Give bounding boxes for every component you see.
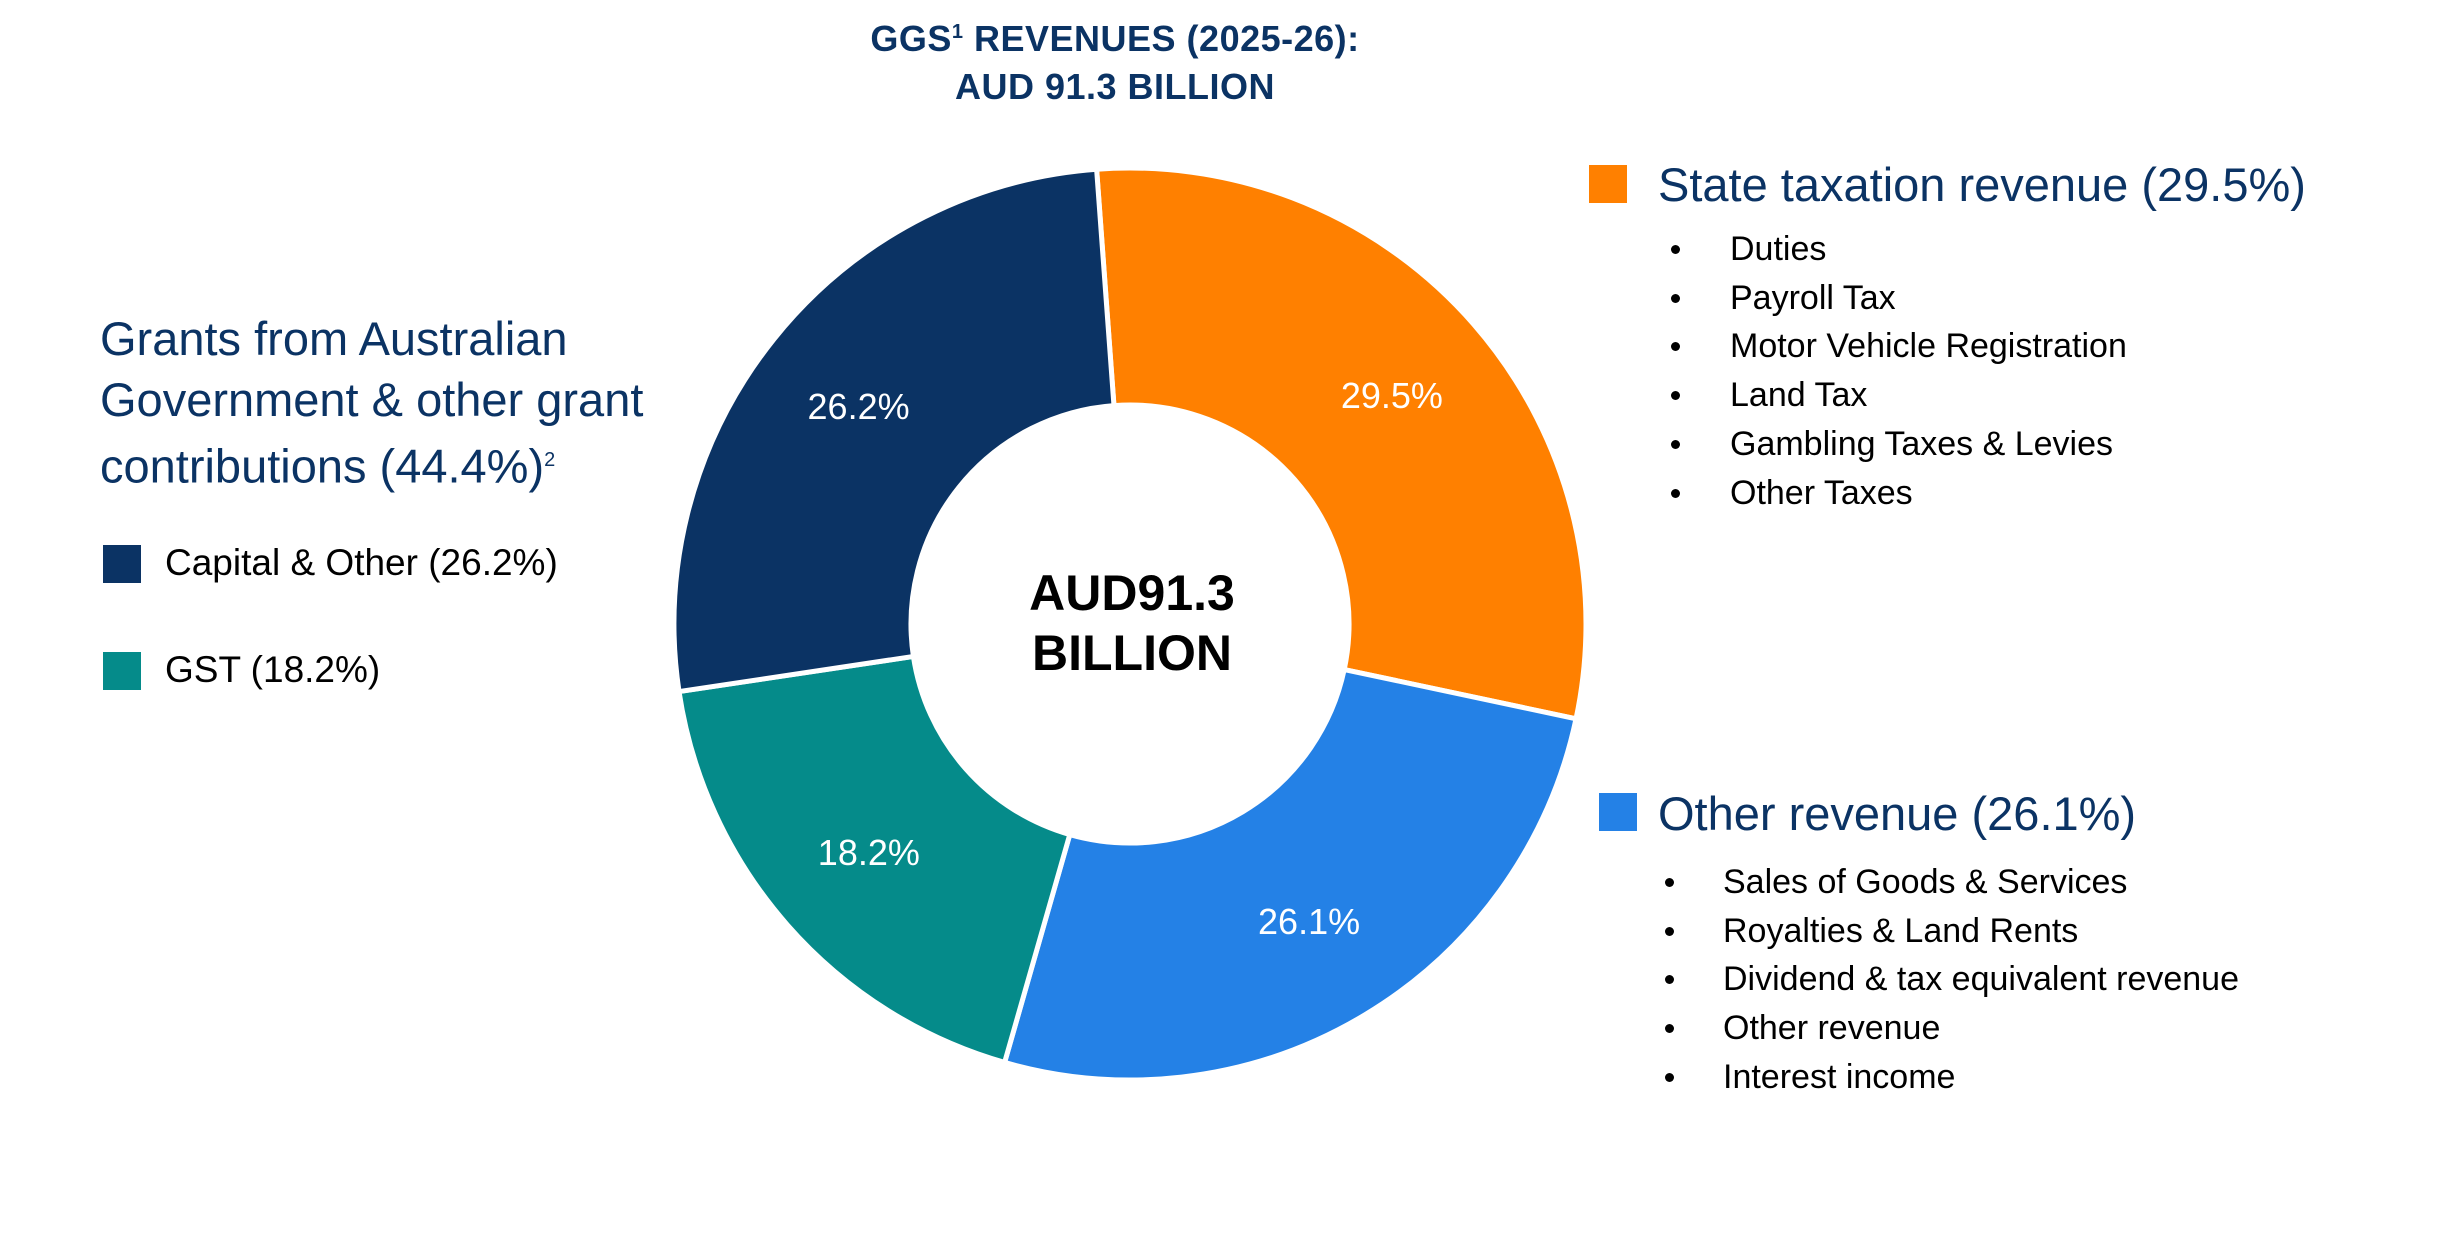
list-item: Gambling Taxes & Levies	[1730, 424, 2114, 463]
legend-swatch-state-tax	[1589, 165, 1627, 203]
legend-swatch-other-revenue	[1599, 793, 1637, 831]
donut-slice-capital-other	[671, 166, 1117, 695]
bullet-icon	[1671, 342, 1680, 352]
slice-data-label: 26.1%	[1258, 900, 1361, 942]
center-label-line2: BILLION	[1032, 625, 1232, 681]
list-item: Royalties & Land Rents	[1723, 911, 2079, 950]
grants-heading: Grants from Australian Government & othe…	[100, 308, 643, 497]
legend-label-gst: GST (18.2%)	[165, 649, 381, 690]
bullet-icon	[1665, 975, 1674, 985]
list-item: Duties	[1730, 230, 1827, 268]
bullet-icon	[1671, 391, 1680, 401]
donut-slice-other-revenue	[1001, 666, 1580, 1083]
list-item: Other revenue	[1723, 1009, 1941, 1048]
list-item: Interest income	[1723, 1057, 1956, 1096]
grants-heading-line2: Government & other grant	[100, 373, 644, 426]
legend-label-capital: Capital & Other (26.2%)	[165, 542, 558, 583]
center-label-line1: AUD91.3	[1029, 565, 1235, 621]
bullet-icon	[1671, 245, 1680, 254]
list-item: Other Taxes	[1730, 473, 1913, 512]
list-item: Motor Vehicle Registration	[1730, 327, 2127, 366]
bullet-icon	[1665, 1072, 1674, 1082]
slice-data-label: 26.2%	[807, 386, 910, 427]
list-item: Payroll Tax	[1730, 278, 1896, 317]
slice-data-label: 18.2%	[817, 832, 920, 874]
grants-heading-line1: Grants from Australian	[100, 312, 568, 365]
donut-slice-state-taxation-revenue	[1093, 165, 1589, 722]
list-item: Dividend & tax equivalent revenue	[1723, 960, 2239, 999]
bullet-icon	[1665, 1024, 1674, 1034]
state-tax-heading: State taxation revenue (29.5%)	[1658, 158, 2306, 211]
bullet-icon	[1671, 488, 1680, 498]
legend-swatch-capital	[103, 545, 141, 583]
list-item: Land Tax	[1730, 376, 1868, 415]
bullet-icon	[1671, 439, 1680, 449]
donut-center-label: AUD91.3 BILLION	[1029, 563, 1235, 683]
other-revenue-heading: Other revenue (26.1%)	[1658, 787, 2137, 840]
legend-swatch-gst	[103, 652, 141, 690]
bullet-icon	[1665, 878, 1674, 887]
slice-data-label: 29.5%	[1340, 374, 1443, 416]
chart-title-line2: AUD 91.3 BILLION	[954, 66, 1276, 107]
bullet-icon	[1665, 926, 1674, 936]
list-item: Sales of Goods & Services	[1723, 863, 2128, 901]
bullet-icon	[1671, 293, 1680, 303]
donut-slice-gst	[676, 653, 1073, 1066]
chart-title-line1: GGS1 REVENUES (2025-26):	[870, 18, 1360, 59]
grants-heading-line3: contributions (44.4%)2	[100, 439, 556, 493]
